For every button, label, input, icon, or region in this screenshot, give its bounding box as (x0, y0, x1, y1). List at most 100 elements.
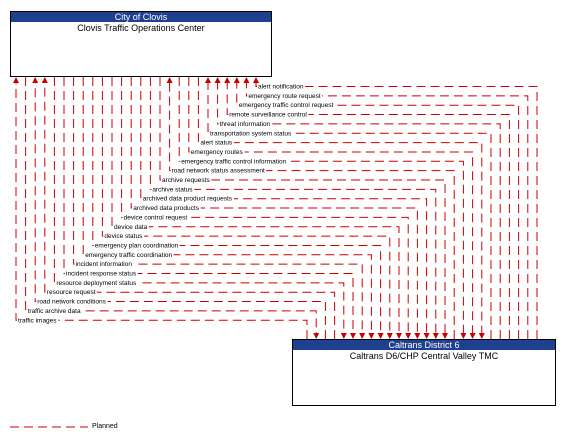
flow-line (188, 77, 476, 339)
flow-label-background (17, 317, 59, 325)
flow-label-background (199, 139, 234, 147)
flow-label-background (161, 177, 212, 184)
flow-label: archived data products (133, 205, 200, 212)
flow-label: emergency routes (191, 149, 244, 156)
flow-line (178, 77, 467, 339)
flow-label-background (36, 298, 108, 306)
flow-label-background (103, 233, 145, 241)
flow-emergency-traffic-control-request: emergency traffic control request (233, 77, 520, 339)
flow-label-background (170, 167, 267, 175)
flow-label-background (209, 130, 294, 138)
flow-transportation-system-status: transportation system status (205, 77, 492, 339)
flow-archived-data-product-requests: archived data product requests (140, 77, 430, 339)
flow-incident-information: incident information (73, 77, 366, 339)
flow-resource-request: resource request (41, 77, 336, 339)
flow-line (166, 77, 455, 339)
flow-emergency-traffic-control-information: emergency traffic control information (178, 77, 467, 339)
flow-alert-notification: alert notification (253, 77, 538, 339)
top-element-owner: City of Clovis (11, 12, 271, 22)
flow-label: incident information (76, 261, 133, 268)
flow-label: device data (114, 224, 148, 231)
flow-line (25, 77, 320, 339)
flow-label: emergency plan coordination (95, 242, 179, 249)
flow-device-status: device status (101, 77, 393, 339)
flow-label-background (141, 195, 234, 203)
flow-label: emergency traffic control request (239, 102, 334, 109)
flow-archive-requests: archive requests (159, 77, 448, 339)
flow-device-data: device data (111, 77, 402, 339)
flow-archive-status: archive status (149, 77, 439, 339)
flow-label: archive status (152, 186, 193, 193)
flow-label-background (113, 223, 149, 231)
flow-line (92, 77, 384, 339)
flow-label: alert status (200, 140, 233, 147)
flow-line (140, 77, 430, 339)
flow-label: alert notification (258, 84, 304, 91)
flow-emergency-route-request: emergency route request (243, 77, 529, 339)
flow-label-background (151, 186, 195, 194)
clovis-traffic-operations-center-box[interactable]: City of Clovis Clovis Traffic Operations… (10, 11, 272, 77)
flow-label: threat information (220, 121, 271, 128)
flow-label: traffic archive data (28, 308, 81, 315)
flow-label-background (237, 102, 335, 110)
caltrans-d6-tmc-box[interactable]: Caltrans District 6 Caltrans D6/CHP Cent… (292, 339, 556, 406)
flow-label: device status (104, 233, 143, 240)
flow-label-background (65, 270, 138, 278)
flow-device-control-request: device control request (121, 77, 412, 339)
flow-line (73, 77, 366, 339)
flow-label-background (247, 92, 322, 100)
flow-line (243, 77, 529, 339)
flow-line (149, 77, 439, 339)
flow-line (101, 77, 393, 339)
flow-incident-response-status: incident response status (63, 77, 356, 339)
flow-line (63, 77, 356, 339)
flow-label: transportation system status (210, 130, 292, 137)
flow-resource-deployment-status: resource deployment status (53, 77, 347, 339)
flow-label: resource request (47, 289, 96, 296)
flow-line (205, 77, 492, 339)
legend-planned-label: Planned (92, 423, 118, 430)
flow-line (53, 77, 347, 339)
bottom-element-name: Caltrans D6/CHP Central Valley TMC (349, 351, 499, 361)
flow-label-background (74, 261, 134, 269)
flow-label-background (228, 111, 309, 119)
flow-line (253, 77, 538, 339)
flow-emergency-routes: emergency routes (188, 77, 476, 339)
flow-label-background (93, 242, 180, 250)
flow-label: road network conditions (37, 299, 106, 306)
flow-label: archive requests (162, 177, 210, 184)
flow-label: road network status assessment (172, 168, 265, 175)
flow-label: archived data product requests (143, 196, 233, 203)
flow-label-background (26, 307, 82, 315)
flow-label-background (257, 83, 305, 91)
flow-remote-surveillance-control: remote surveillance control (224, 77, 510, 339)
flow-archived-data-products: archived data products (130, 77, 421, 339)
flow-emergency-plan-coordination: emergency plan coordination (92, 77, 384, 339)
flow-line (159, 77, 448, 339)
flow-label-background (180, 158, 288, 166)
flow-road-network-status-assessment: road network status assessment (166, 77, 455, 339)
flow-label-background (218, 120, 272, 128)
flow-road-network-conditions: road network conditions (32, 77, 326, 339)
top-element-name: Clovis Traffic Operations Center (77, 23, 205, 33)
flow-label-background (45, 289, 97, 297)
flow-traffic-archive-data: traffic archive data (25, 77, 320, 339)
flow-label: remote surveillance control (229, 112, 307, 119)
flow-line (121, 77, 412, 339)
flow-label: incident response status (66, 271, 137, 278)
flow-label-background (132, 205, 201, 213)
flow-label-background (55, 279, 138, 287)
flow-line (214, 77, 501, 339)
flow-line (197, 77, 485, 339)
flow-threat-information: threat information (214, 77, 501, 339)
flow-label: emergency traffic coordination (85, 252, 172, 259)
bottom-element-owner: Caltrans District 6 (293, 340, 555, 350)
flow-line (82, 77, 375, 339)
flow-line (130, 77, 421, 339)
flow-alert-status: alert status (197, 77, 485, 339)
flow-emergency-traffic-coordination: emergency traffic coordination (82, 77, 375, 339)
flow-label: emergency traffic control information (181, 158, 286, 165)
flow-label: emergency route request (248, 93, 320, 100)
flow-label-background (189, 148, 245, 156)
flow-label: resource deployment status (56, 280, 137, 287)
